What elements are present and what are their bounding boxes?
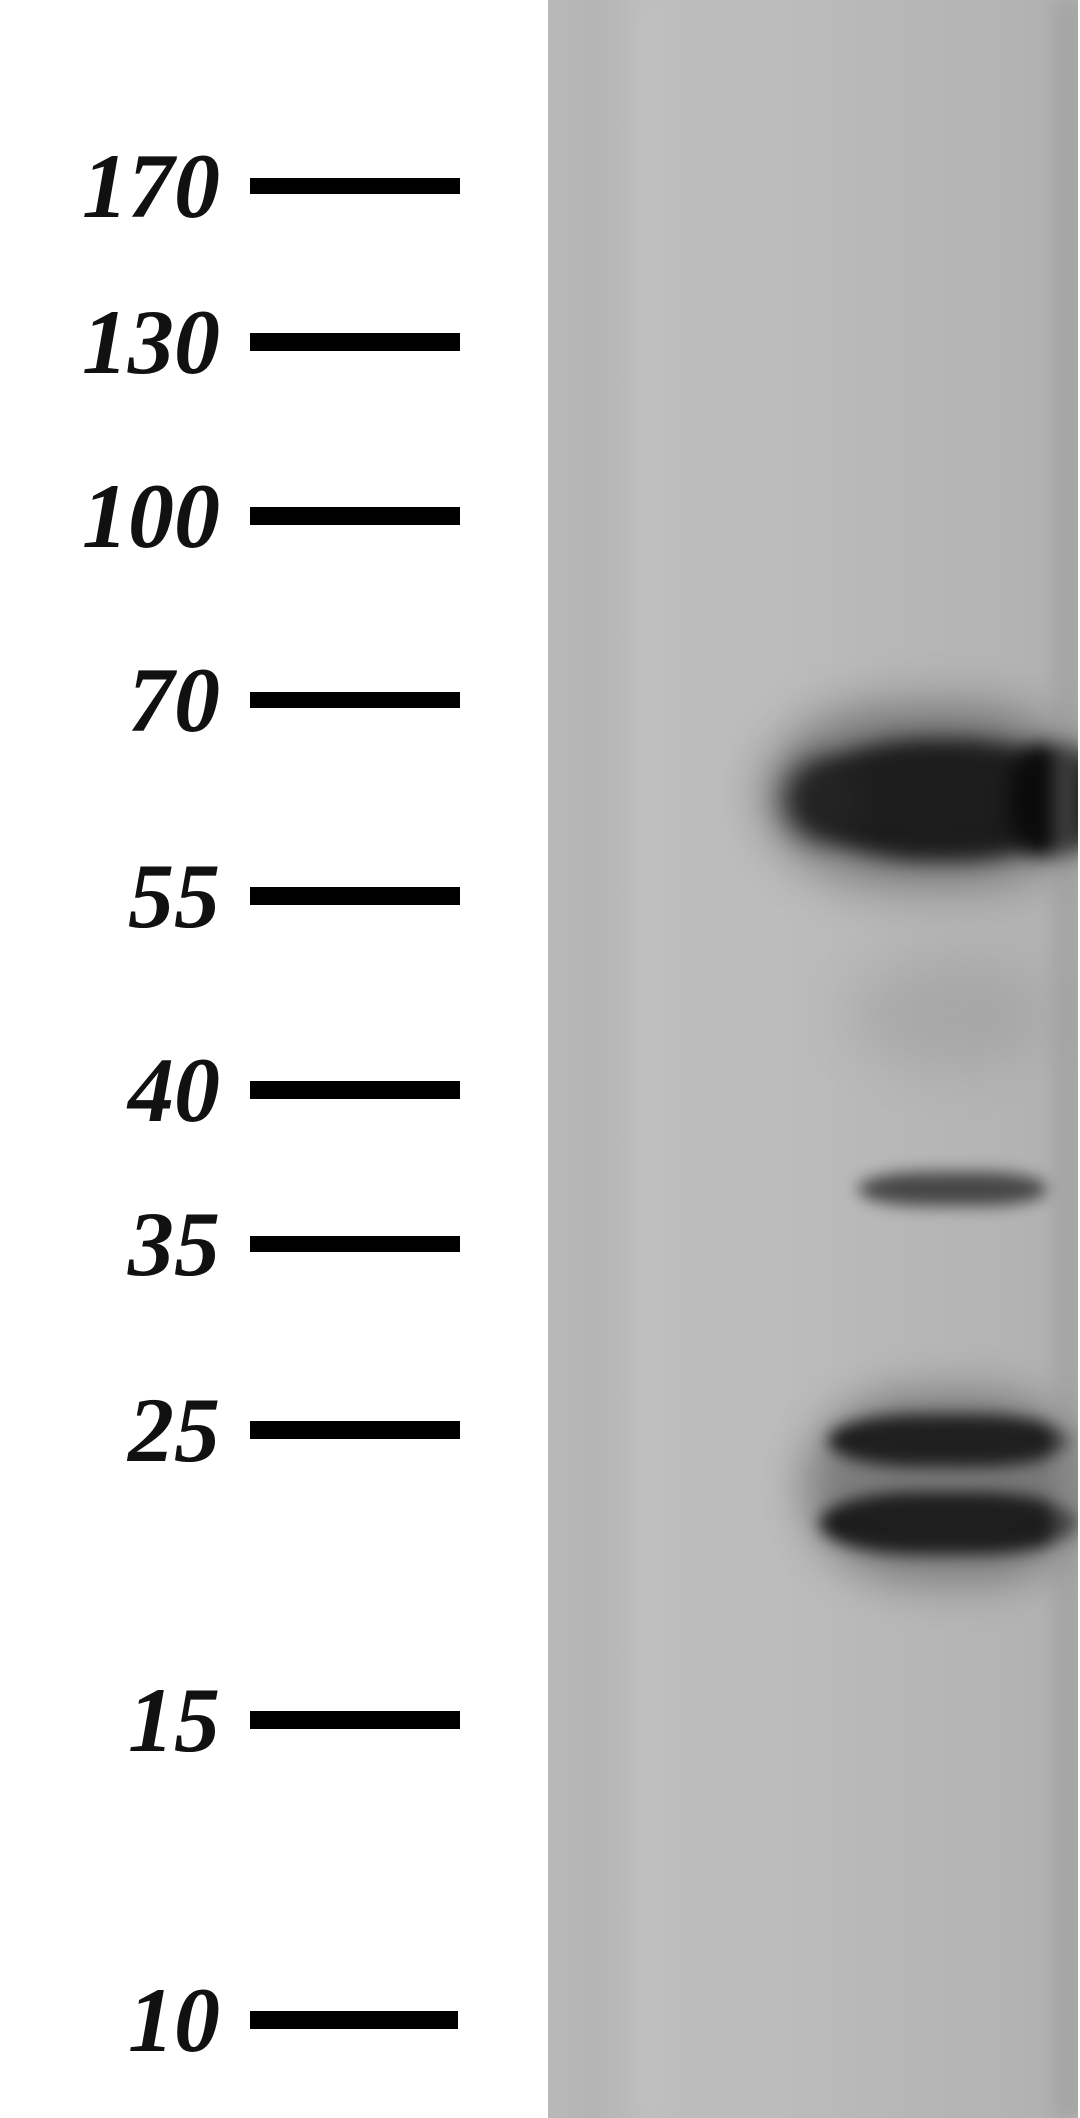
- blot-band: [638, 0, 668, 2118]
- mw-marker-tick: [250, 178, 460, 194]
- mw-marker: 40: [0, 1044, 540, 1136]
- mw-marker-tick: [250, 507, 460, 525]
- mw-marker-tick: [250, 692, 460, 708]
- mw-marker: 15: [0, 1674, 540, 1766]
- blot-band: [1052, 0, 1078, 2118]
- blot-band: [848, 960, 1048, 1070]
- mw-marker-label: 15: [0, 1674, 250, 1766]
- mw-marker-label: 25: [0, 1384, 250, 1476]
- mw-marker: 10: [0, 1974, 540, 2066]
- mw-marker: 25: [0, 1384, 540, 1476]
- mw-marker-tick: [250, 333, 460, 351]
- mw-marker: 55: [0, 850, 540, 942]
- mw-marker: 70: [0, 654, 540, 746]
- mw-marker-tick: [250, 1711, 460, 1729]
- mw-marker-tick: [250, 1236, 460, 1252]
- mw-marker-tick: [250, 2011, 458, 2029]
- mw-marker: 130: [0, 296, 540, 388]
- mw-marker-label: 170: [0, 140, 250, 232]
- mw-marker: 35: [0, 1198, 540, 1290]
- mw-marker: 170: [0, 140, 540, 232]
- blot-band: [804, 1392, 1078, 1582]
- mw-marker-label: 55: [0, 850, 250, 942]
- molecular-weight-ladder: 170 130 100 70 55 40 35 25 15 10: [0, 0, 540, 2118]
- blot-band: [858, 1172, 1048, 1206]
- western-blot-figure: 170 130 100 70 55 40 35 25 15 10: [0, 0, 1080, 2118]
- blot-membrane: [548, 0, 1078, 2118]
- mw-marker-label: 130: [0, 296, 250, 388]
- mw-marker-label: 10: [0, 1974, 250, 2066]
- mw-marker-label: 100: [0, 470, 250, 562]
- mw-marker-label: 35: [0, 1198, 250, 1290]
- mw-marker-label: 40: [0, 1044, 250, 1136]
- mw-marker-tick: [250, 887, 460, 905]
- mw-marker-tick: [250, 1081, 460, 1099]
- mw-marker-tick: [250, 1421, 460, 1439]
- mw-marker-label: 70: [0, 654, 250, 746]
- mw-marker: 100: [0, 470, 540, 562]
